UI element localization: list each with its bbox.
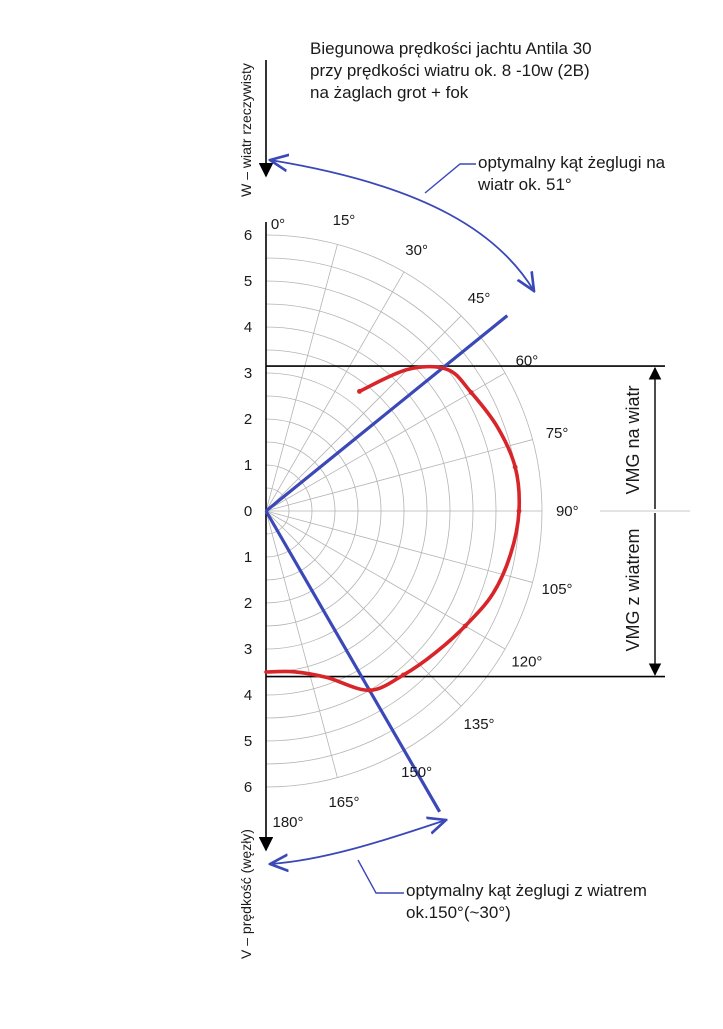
downwind-annotation-line-1: optymalny kąt żeglugi z wiatrem xyxy=(406,881,647,900)
grid-spoke xyxy=(265,439,533,512)
upwind-callout-leader xyxy=(424,163,476,194)
radial-tick-label: 1 xyxy=(244,549,252,566)
angle-tick-label: 45° xyxy=(468,290,491,307)
downwind-annotation: optymalny kąt żeglugi z wiatrem ok.150°(… xyxy=(406,880,647,924)
angle-tick-label: 90° xyxy=(556,503,579,520)
polar-data-point xyxy=(462,623,468,629)
angle-tick-label: 60° xyxy=(516,352,539,369)
radial-tick-label: 0 xyxy=(244,503,252,520)
angle-tick-label: 135° xyxy=(464,716,495,733)
angle-tick-label: 75° xyxy=(546,425,569,442)
grid-spoke xyxy=(265,372,506,512)
downwind-callout-leader xyxy=(357,859,404,894)
vmg-downwind-label: VMG z wiatrem xyxy=(623,528,643,651)
radial-tick-label: 4 xyxy=(244,319,252,336)
radial-tick-label: 2 xyxy=(244,595,252,612)
radial-tick-label: 1 xyxy=(244,457,252,474)
chart-title-line-3: na żaglach grot + fok xyxy=(310,83,469,102)
radial-tick-label: 5 xyxy=(244,733,252,750)
upwind-angle-arc xyxy=(270,160,534,291)
angle-tick-label: 105° xyxy=(542,581,573,598)
radial-tick-label: 5 xyxy=(244,273,252,290)
polar-data-point xyxy=(357,388,362,394)
radial-tick-label: 3 xyxy=(244,365,252,382)
grid-spoke xyxy=(265,510,462,707)
downwind-angle-arc xyxy=(270,820,446,864)
polar-data-point xyxy=(512,464,518,470)
grid-spoke xyxy=(265,510,533,583)
chart-title: Biegunowa prędkości jachtu Antila 30 prz… xyxy=(310,38,710,104)
radial-tick-label: 2 xyxy=(244,411,252,428)
angle-tick-label: 165° xyxy=(328,794,359,811)
upwind-annotation: optymalny kąt żeglugi na wiatr ok. 51° xyxy=(478,152,665,196)
upwind-annotation-line-1: optymalny kąt żeglugi na xyxy=(478,153,666,172)
polar-data-point xyxy=(401,672,406,678)
polar-data-point xyxy=(367,687,372,693)
grid-spoke xyxy=(265,510,506,650)
optimal-upwind-course-line xyxy=(264,314,509,513)
grid-spoke xyxy=(265,315,462,512)
grid-spoke xyxy=(265,271,405,512)
vmg-upwind-label: VMG na wiatr xyxy=(623,385,643,494)
angle-tick-label: 150° xyxy=(401,764,432,781)
polar-data-point xyxy=(516,508,522,514)
chart-title-line-1: Biegunowa prędkości jachtu Antila 30 xyxy=(310,39,592,58)
angle-tick-label: 120° xyxy=(511,654,542,671)
angle-tick-label: 30° xyxy=(405,242,428,259)
radial-tick-label: 6 xyxy=(244,779,252,796)
wind-axis-label: W – wiatr rzeczywisty xyxy=(238,63,254,197)
angle-tick-label: 0° xyxy=(271,216,285,233)
grid-spoke xyxy=(265,510,338,778)
radial-tick-label: 6 xyxy=(244,227,252,244)
chart-title-line-2: przy prędkości wiatru ok. 8 -10w (2B) xyxy=(310,61,590,80)
angle-tick-label: 180° xyxy=(272,814,303,831)
polar-data-point xyxy=(468,390,474,395)
radial-tick-label: 4 xyxy=(244,687,252,704)
grid-spoke xyxy=(265,244,338,512)
radial-tick-label: 3 xyxy=(244,641,252,658)
speed-axis-label: V – prędkość (węzły) xyxy=(238,829,254,959)
polar-speed-curve xyxy=(264,364,522,693)
angle-tick-label: 15° xyxy=(333,212,356,229)
optimal-downwind-course-line xyxy=(264,510,442,813)
upwind-annotation-line-2: wiatr ok. 51° xyxy=(478,175,572,194)
downwind-annotation-line-2: ok.150°(~30°) xyxy=(406,903,511,922)
